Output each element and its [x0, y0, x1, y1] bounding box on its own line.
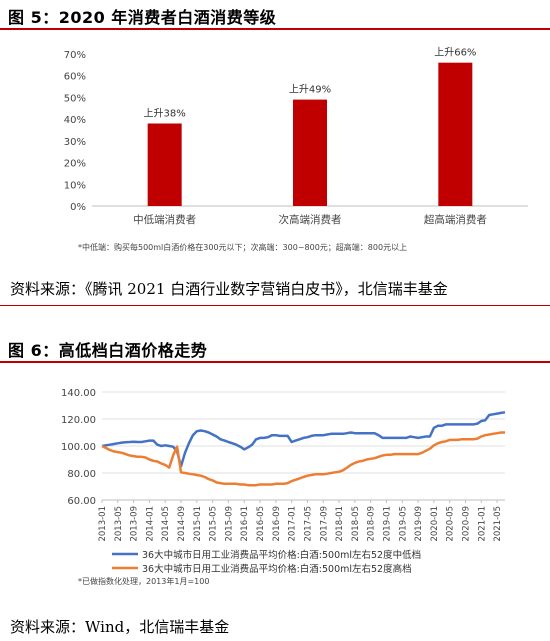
line-chart: 60.00 80.00 100.00 120.00 140.00 2013-01 2013-… [61, 388, 506, 586]
x-tick-label: 2018-01 [335, 506, 345, 542]
x-tick-label: 2013-09 [130, 506, 140, 542]
x-tick-label: 2017-01 [288, 506, 298, 542]
bar [293, 99, 327, 206]
x-tick-label: 2016-09 [272, 506, 282, 542]
x-tick-label: 2017-09 [319, 506, 329, 542]
x-tick-label: 2019-01 [382, 506, 392, 542]
x-tick-label: 2014-01 [145, 506, 155, 542]
legend-label: 36大中城市日用工业消费品平均价格:白酒:500ml左右52度高档 [142, 563, 412, 575]
x-tick-label: 2021-01 [477, 506, 487, 542]
x-tick-label: 2018-09 [367, 506, 377, 542]
bar-data-label: 上升38% [144, 107, 186, 119]
x-tick-label: 2016-01 [240, 506, 250, 542]
figure6-title: 图 6：高低档白酒价格走势 [8, 341, 208, 360]
figure6-source: 资料来源：Wind，北信瑞丰基金 [10, 618, 230, 636]
x-tick-label: 2020-09 [461, 506, 471, 542]
bar-chart: 0% 10% 20% 30% 40% 50% 60% 70% 上升38% 中低端消费者 上升49% 次… [64, 47, 528, 252]
y-tick-label: 30% [64, 137, 86, 148]
figure5-header: 图 5：2020 年消费者白酒消费等级 [0, 0, 550, 30]
y-tick-label: 20% [64, 159, 86, 170]
y-tick-label: 70% [64, 50, 86, 61]
y-tick-label: 140.00 [61, 388, 96, 399]
figure5-title: 图 5：2020 年消费者白酒消费等级 [8, 8, 277, 27]
x-tick-label: 2017-05 [303, 506, 313, 542]
bar-data-label: 上升49% [289, 84, 331, 96]
y-tick-label: 80.00 [67, 469, 96, 480]
x-tick-label: 2014-09 [177, 506, 187, 542]
x-tick-label: 2020-01 [430, 506, 440, 542]
y-tick-label: 100.00 [61, 442, 96, 453]
x-tick-label: 2015-01 [193, 506, 203, 542]
bar [147, 123, 182, 206]
bar-data-label: 上升66% [434, 47, 476, 59]
y-tick-label: 120.00 [61, 415, 96, 426]
x-tick-label: 2015-05 [209, 506, 219, 542]
x-tick-label: 2014-05 [161, 506, 171, 542]
figure6-footnote: *已做指数化处理，2013年1月=100 [78, 576, 209, 586]
figure5-footnote: *中低端：购买每500ml白酒价格在300元以下；次高端：300~800元；超高… [78, 242, 407, 252]
x-tick-label: 超高端消费者 [424, 213, 487, 226]
legend-label: 36大中城市日用工业消费品平均价格:白酒:500ml左右52度中低档 [142, 549, 421, 561]
x-tick-label: 2019-09 [414, 506, 424, 542]
divider [0, 305, 550, 306]
bar [438, 62, 473, 206]
x-tick-label: 2016-05 [256, 506, 266, 542]
series-line [101, 431, 505, 487]
series-line [101, 411, 506, 468]
y-tick-label: 40% [64, 115, 86, 126]
x-tick-label: 2018-05 [351, 506, 361, 542]
figure6-header: 图 6：高低档白酒价格走势 [0, 333, 550, 363]
x-tick-label: 2021-05 [493, 506, 503, 542]
figure5-source: 资料来源：《腾讯 2021 白酒行业数字营销白皮书》，北信瑞丰基金 [10, 280, 448, 298]
y-tick-label: 60.00 [67, 496, 96, 507]
x-tick-label: 中低端消费者 [133, 213, 196, 226]
y-tick-label: 10% [64, 180, 86, 191]
x-tick-label: 2013-01 [98, 506, 108, 542]
x-tick-label: 2013-05 [114, 506, 124, 542]
y-tick-label: 0% [70, 202, 86, 213]
y-tick-label: 50% [64, 93, 86, 104]
x-tick-label: 2019-05 [398, 506, 408, 542]
x-tick-label: 2015-09 [224, 506, 234, 542]
x-tick-label: 次高端消费者 [279, 213, 342, 226]
x-tick-label: 2020-05 [446, 506, 456, 542]
y-tick-label: 60% [64, 72, 86, 83]
